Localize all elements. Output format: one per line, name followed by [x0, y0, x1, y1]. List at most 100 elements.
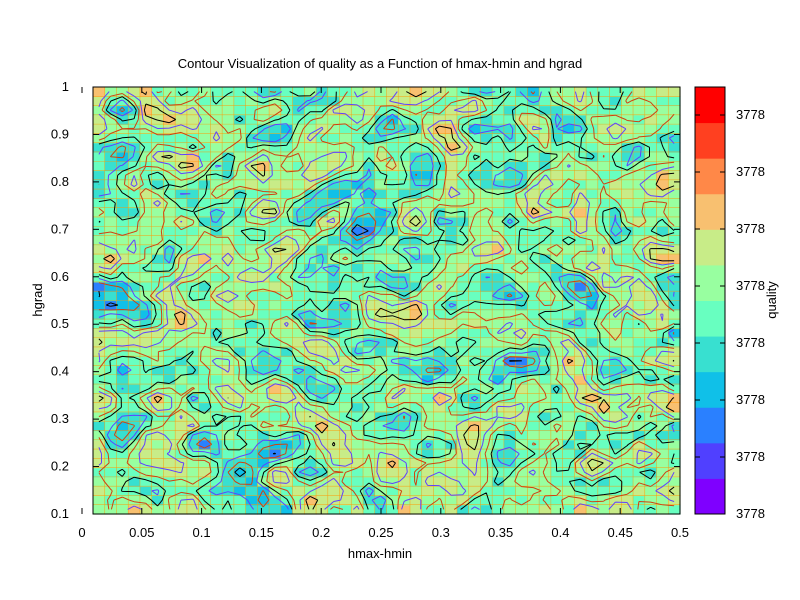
heatmap-cell: [656, 328, 669, 339]
heatmap-cell: [186, 467, 200, 478]
heatmap-cell: [621, 235, 634, 246]
heatmap-cell: [257, 272, 270, 283]
heatmap-cell: [339, 244, 352, 255]
heatmap-cell: [656, 384, 669, 394]
heatmap-cell: [233, 439, 247, 450]
heatmap-cell: [280, 226, 294, 237]
heatmap-cell: [269, 216, 282, 227]
heatmap-cell: [644, 216, 658, 227]
heatmap-cell: [503, 495, 517, 506]
heatmap-cell: [363, 384, 376, 394]
heatmap-cell: [351, 439, 364, 450]
heatmap-cell: [574, 476, 587, 487]
heatmap-cell: [668, 486, 681, 497]
heatmap-cell: [245, 226, 258, 237]
heatmap-cell: [280, 374, 294, 385]
heatmap-cell: [574, 300, 587, 311]
heatmap-cell: [257, 179, 270, 190]
heatmap-cell: [597, 216, 611, 227]
heatmap-cell: [233, 356, 247, 367]
heatmap-cell: [175, 179, 188, 190]
heatmap-cell: [139, 207, 153, 218]
heatmap-cell: [539, 114, 552, 125]
heatmap-cell: [644, 235, 658, 246]
heatmap-cell: [327, 133, 341, 144]
heatmap-cell: [433, 486, 446, 497]
heatmap-cell: [586, 504, 599, 515]
heatmap-cell: [163, 151, 176, 162]
heatmap-cell: [398, 393, 411, 404]
heatmap-cell: [433, 374, 446, 385]
x-tick-label: 0: [78, 525, 85, 540]
heatmap-cell: [621, 114, 634, 125]
heatmap-cell: [186, 504, 200, 515]
heatmap-cell: [327, 151, 341, 162]
heatmap-cell: [597, 198, 611, 209]
heatmap-cell: [316, 458, 329, 469]
heatmap-cell: [386, 170, 399, 181]
heatmap-cell: [104, 244, 118, 255]
heatmap-cell: [316, 421, 329, 432]
heatmap-cell: [104, 467, 118, 478]
heatmap-cell: [409, 87, 423, 97]
heatmap-cell: [386, 254, 399, 264]
heatmap-cell: [668, 235, 681, 246]
heatmap-cell: [503, 365, 517, 376]
heatmap-cell: [597, 226, 611, 237]
heatmap-cell: [574, 114, 587, 125]
heatmap-cell: [586, 105, 599, 116]
heatmap-cell: [574, 384, 587, 394]
heatmap-cell: [492, 430, 505, 441]
heatmap-cell: [304, 458, 317, 469]
heatmap-cell: [515, 402, 528, 413]
heatmap-cell: [445, 402, 458, 413]
heatmap-cell: [351, 226, 364, 237]
heatmap-cell: [339, 356, 352, 367]
heatmap-cell: [398, 151, 411, 162]
heatmap-cell: [445, 151, 458, 162]
heatmap-cell: [316, 337, 329, 348]
heatmap-cell: [116, 161, 129, 172]
heatmap-cell: [116, 272, 129, 283]
heatmap-cell: [503, 244, 517, 255]
heatmap-cell: [116, 142, 129, 153]
heatmap-cell: [210, 189, 223, 199]
heatmap-cell: [527, 421, 540, 432]
heatmap-cell: [503, 374, 517, 385]
heatmap-cell: [527, 124, 540, 135]
heatmap-cell: [233, 226, 247, 237]
heatmap-cell: [527, 96, 540, 107]
heatmap-cell: [269, 142, 282, 153]
heatmap-cell: [175, 133, 188, 144]
heatmap-cell: [527, 216, 540, 227]
heatmap-cell: [222, 189, 235, 199]
heatmap-cell: [503, 133, 517, 144]
heatmap-cell: [445, 458, 458, 469]
heatmap-cell: [668, 96, 681, 107]
heatmap-cell: [586, 244, 599, 255]
heatmap-cell: [562, 244, 575, 255]
heatmap-cell: [468, 356, 482, 367]
heatmap-cell: [597, 476, 611, 487]
heatmap-cell: [327, 207, 341, 218]
heatmap-cell: [175, 449, 188, 459]
heatmap-cell: [456, 114, 470, 125]
heatmap-cell: [245, 96, 258, 107]
heatmap-cell: [562, 87, 575, 97]
heatmap-cell: [456, 430, 470, 441]
heatmap-cell: [363, 87, 376, 97]
heatmap-cell: [503, 449, 517, 459]
heatmap-cell: [186, 179, 200, 190]
heatmap-cell: [398, 235, 411, 246]
heatmap-cell: [327, 87, 341, 97]
heatmap-cell: [139, 151, 153, 162]
heatmap-cell: [151, 449, 165, 459]
heatmap-cell: [104, 393, 118, 404]
heatmap-cell: [668, 495, 681, 506]
heatmap-cell: [633, 439, 646, 450]
heatmap-cell: [245, 384, 258, 394]
heatmap-cell: [668, 356, 681, 367]
heatmap-cell: [233, 198, 247, 209]
heatmap-cell: [609, 235, 622, 246]
heatmap-cell: [656, 346, 669, 357]
